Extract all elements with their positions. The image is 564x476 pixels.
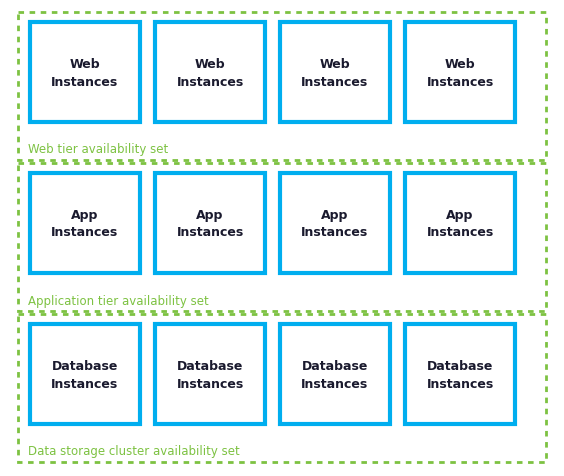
Text: App: App [71,208,99,221]
Text: Web: Web [444,58,475,70]
Text: Instances: Instances [301,227,369,239]
Text: Instances: Instances [301,377,369,390]
Text: Instances: Instances [177,377,244,390]
Text: Database: Database [177,359,243,373]
Bar [280,324,390,424]
Text: Data storage cluster availability set: Data storage cluster availability set [28,446,240,458]
Bar [405,324,515,424]
Text: Web: Web [195,58,225,70]
Bar [280,173,390,273]
Text: Instances: Instances [51,227,118,239]
Text: Application tier availability set: Application tier availability set [28,295,209,307]
Text: Instances: Instances [177,227,244,239]
Text: Web tier availability set: Web tier availability set [28,143,168,157]
Bar [405,22,515,122]
Text: Database: Database [52,359,118,373]
Text: Instances: Instances [177,76,244,89]
Bar [155,173,265,273]
Text: Instances: Instances [426,76,494,89]
Bar [18,314,546,462]
Text: Instances: Instances [301,76,369,89]
Text: Database: Database [427,359,493,373]
Bar [18,163,546,311]
Text: Web: Web [320,58,350,70]
Bar [30,22,140,122]
Bar [155,324,265,424]
Bar [405,173,515,273]
Text: App: App [196,208,224,221]
Text: Instances: Instances [426,227,494,239]
Text: Instances: Instances [426,377,494,390]
Bar [30,324,140,424]
Bar [155,22,265,122]
Text: Instances: Instances [51,76,118,89]
Text: Instances: Instances [51,377,118,390]
Text: App: App [446,208,474,221]
Text: App: App [321,208,349,221]
Bar [18,12,546,160]
Bar [280,22,390,122]
Text: Database: Database [302,359,368,373]
Text: Web: Web [70,58,100,70]
Bar [30,173,140,273]
